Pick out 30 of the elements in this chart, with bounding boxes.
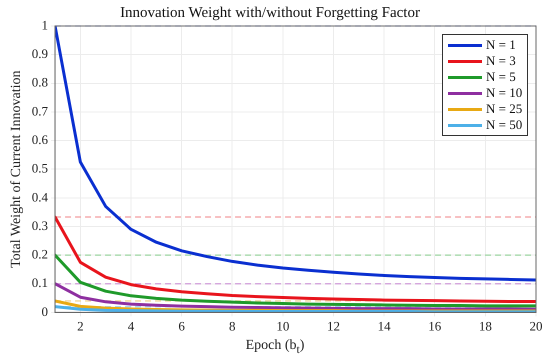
y-tick-label: 0.9 [32,46,48,62]
x-tick-label: 12 [326,318,340,334]
x-tick-label: 20 [530,318,542,334]
legend-label: N = 3 [486,53,516,69]
x-tick-label: 4 [128,318,135,334]
y-tick-label: 0.5 [32,160,48,176]
x-tick-label: 18 [478,318,492,334]
y-tick-label: 0.8 [32,74,48,90]
y-tick-label: 0.4 [32,189,49,204]
y-tick-label: 0.6 [32,132,49,147]
x-tick-label: 16 [428,318,442,334]
x-tick-label: 10 [276,318,290,334]
legend-label: N = 25 [486,101,522,117]
y-tick-label: 0.7 [32,103,49,118]
y-tick-label: 0.2 [32,246,48,262]
legend-label: N = 50 [486,117,522,133]
legend-label: N = 10 [486,85,522,101]
y-tick-label: 0.1 [32,275,48,290]
x-tick-label: 6 [178,318,186,334]
y-tick-label: 0 [42,304,48,319]
x-tick-label: 2 [77,318,84,334]
x-axis-title: Epoch (b$_{t}$) [244,338,306,356]
chart-title: Innovation Weight with/without Forgetting Factor [120,4,420,21]
x-tick-label: 14 [378,318,392,334]
x-tick-label: 8 [228,318,236,334]
legend-label: N = 5 [486,69,516,85]
legend-label: N = 1 [486,37,516,53]
y-tick-label: 1 [42,17,48,32]
y-tick-label: 0.3 [32,218,48,233]
y-axis-title: Total Weight of Current Innovation [9,70,24,268]
